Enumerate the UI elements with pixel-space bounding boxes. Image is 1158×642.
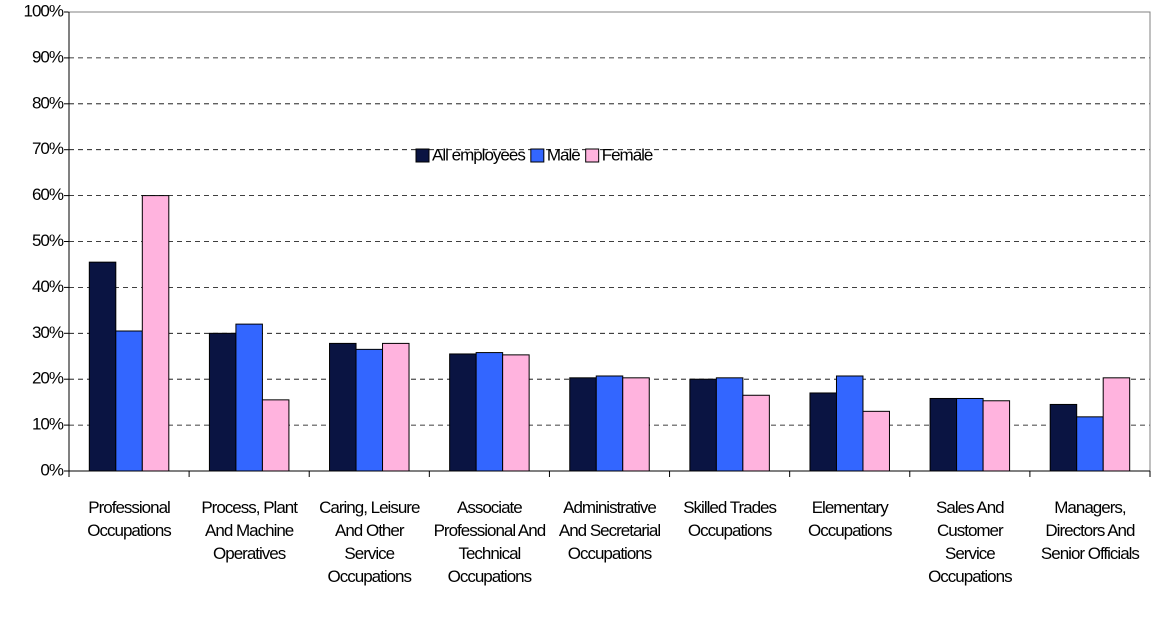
bar bbox=[449, 353, 477, 472]
bar bbox=[115, 330, 143, 472]
x-tick-label: Administrative And Secretarial Occupatio… bbox=[558, 498, 661, 563]
bar bbox=[502, 354, 530, 472]
legend-swatch bbox=[585, 148, 600, 163]
y-tick-label: 30% bbox=[32, 323, 64, 342]
legend-swatch bbox=[415, 148, 430, 163]
bar bbox=[208, 332, 237, 472]
bar bbox=[329, 342, 357, 472]
x-tick-label: Sales And Customer Service Occupations bbox=[928, 498, 1013, 586]
y-tick-label: 50% bbox=[32, 231, 64, 250]
y-tick-label: 90% bbox=[32, 47, 64, 66]
bar bbox=[355, 348, 384, 472]
bar bbox=[1076, 416, 1104, 472]
bar bbox=[862, 410, 890, 472]
bar bbox=[929, 397, 958, 472]
bar bbox=[1049, 403, 1078, 472]
legend-label: Male bbox=[547, 145, 580, 164]
bar bbox=[622, 377, 650, 472]
bar bbox=[809, 392, 837, 472]
bar bbox=[141, 195, 170, 472]
legend-label: All employees bbox=[432, 145, 525, 164]
x-tick-label: Professional Occupations bbox=[87, 498, 172, 540]
legend-swatch bbox=[530, 148, 545, 163]
bar bbox=[235, 323, 263, 472]
bar bbox=[569, 377, 597, 472]
x-tick-label: Process, Plant And Machine Operatives bbox=[201, 498, 298, 563]
bar bbox=[689, 378, 717, 472]
x-tick-label: Associate Professional And Technical Occ… bbox=[433, 498, 547, 586]
x-tick-label: Managers, Directors And Senior Officials bbox=[1040, 498, 1140, 563]
y-tick-label: 40% bbox=[32, 277, 64, 296]
bar bbox=[715, 377, 744, 472]
bar bbox=[982, 400, 1011, 472]
bar bbox=[595, 375, 624, 472]
bar bbox=[742, 394, 770, 472]
y-tick-label: 0% bbox=[40, 460, 63, 479]
x-tick-label: Caring, Leisure And Other Service Occupa… bbox=[319, 498, 420, 586]
x-tick-label: Skilled Trades Occupations bbox=[683, 498, 777, 540]
y-tick-label: 20% bbox=[32, 369, 64, 388]
bar bbox=[475, 352, 504, 472]
legend-label: Female bbox=[602, 145, 653, 164]
bar bbox=[261, 399, 290, 472]
y-tick-label: 60% bbox=[32, 185, 64, 204]
bar bbox=[835, 375, 864, 472]
y-tick-label: 70% bbox=[32, 139, 64, 158]
bar bbox=[88, 261, 117, 472]
bar bbox=[956, 397, 984, 472]
y-tick-label: 80% bbox=[32, 93, 64, 112]
y-tick-label: 100% bbox=[24, 1, 64, 20]
x-tick-label: Elementary Occupations bbox=[807, 498, 893, 540]
y-tick-label: 10% bbox=[32, 415, 64, 434]
bar bbox=[382, 342, 410, 472]
bar bbox=[1102, 377, 1131, 472]
